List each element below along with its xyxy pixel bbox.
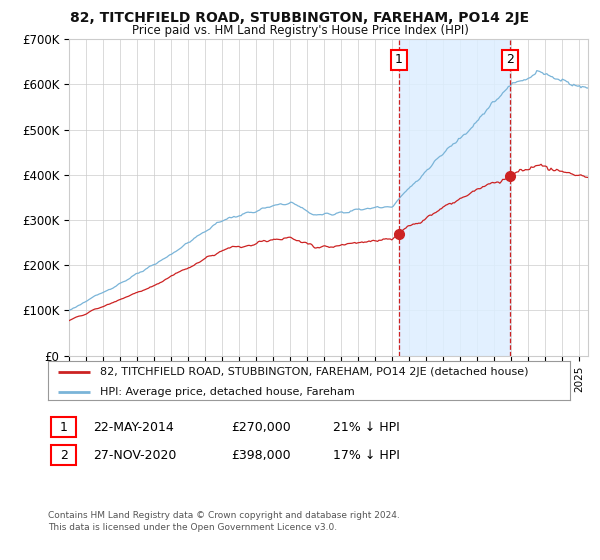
Text: Contains HM Land Registry data © Crown copyright and database right 2024.: Contains HM Land Registry data © Crown c… — [48, 511, 400, 520]
Text: This data is licensed under the Open Government Licence v3.0.: This data is licensed under the Open Gov… — [48, 523, 337, 532]
Text: 1: 1 — [59, 421, 68, 434]
Text: HPI: Average price, detached house, Fareham: HPI: Average price, detached house, Fare… — [100, 387, 355, 397]
Text: 82, TITCHFIELD ROAD, STUBBINGTON, FAREHAM, PO14 2JE: 82, TITCHFIELD ROAD, STUBBINGTON, FAREHA… — [70, 11, 530, 25]
Text: 2: 2 — [59, 449, 68, 462]
Bar — [399, 39, 510, 356]
Text: 21% ↓ HPI: 21% ↓ HPI — [333, 421, 400, 434]
Text: 22-MAY-2014: 22-MAY-2014 — [93, 421, 174, 434]
Text: £398,000: £398,000 — [231, 449, 290, 462]
Text: 27-NOV-2020: 27-NOV-2020 — [93, 449, 176, 462]
Text: 2: 2 — [506, 53, 514, 67]
Text: Price paid vs. HM Land Registry's House Price Index (HPI): Price paid vs. HM Land Registry's House … — [131, 24, 469, 36]
Text: 1: 1 — [395, 53, 403, 67]
Text: £270,000: £270,000 — [231, 421, 291, 434]
Text: 17% ↓ HPI: 17% ↓ HPI — [333, 449, 400, 462]
Text: 82, TITCHFIELD ROAD, STUBBINGTON, FAREHAM, PO14 2JE (detached house): 82, TITCHFIELD ROAD, STUBBINGTON, FAREHA… — [100, 367, 529, 377]
